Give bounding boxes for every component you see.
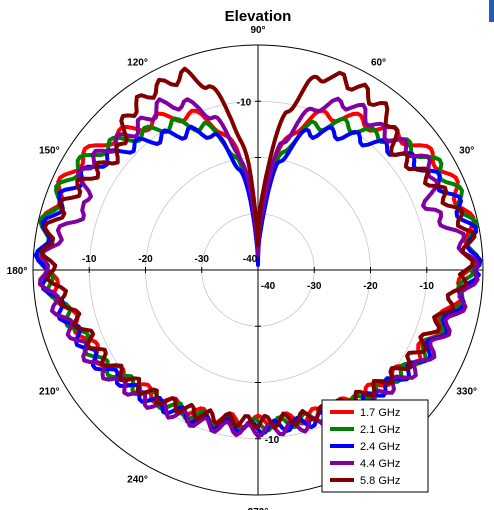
- radial-tick-label: -10: [82, 254, 97, 265]
- radial-tick-label: -30: [195, 254, 210, 265]
- radial-tick-label: -10: [420, 281, 435, 292]
- radial-tick-label: -10: [265, 435, 280, 446]
- angle-label: 90°: [250, 25, 265, 36]
- legend-label: 5.8 GHz: [360, 475, 400, 487]
- angle-label: 330°: [456, 387, 477, 398]
- angle-label: 150°: [39, 146, 60, 157]
- angle-label: 30°: [459, 146, 474, 157]
- angle-label: 180°: [7, 266, 28, 277]
- legend-label: 1.7 GHz: [360, 407, 400, 419]
- radial-tick-label: -30: [307, 281, 322, 292]
- angle-label: 270°: [248, 507, 269, 510]
- chart-title: Elevation: [225, 8, 292, 25]
- series-line-5-8-ghz: [39, 66, 477, 430]
- legend-label: 2.4 GHz: [360, 441, 400, 453]
- legend-label: 2.1 GHz: [360, 424, 400, 436]
- radial-tick-label: -20: [138, 254, 153, 265]
- angle-label: 210°: [39, 387, 60, 398]
- angle-label: 240°: [127, 475, 148, 486]
- angle-label: 120°: [127, 57, 148, 68]
- radial-tick-label: -20: [363, 281, 378, 292]
- axis-labels: -10-20-30-40-40-30-20-10-10-100°30°60°90…: [7, 25, 477, 510]
- legend: 1.7 GHz 2.1 GHz 2.4 GHz 4.4 GHz 5.8 GHz: [321, 399, 429, 493]
- legend-label: 4.4 GHz: [360, 458, 400, 470]
- window-edge-accent: [489, 0, 494, 22]
- radial-tick-label: -10: [237, 97, 252, 108]
- radial-tick-label: -40: [261, 281, 276, 292]
- radial-tick-label: -40: [243, 254, 258, 265]
- angle-label: 60°: [371, 57, 386, 68]
- polar-grid: [32, 44, 484, 496]
